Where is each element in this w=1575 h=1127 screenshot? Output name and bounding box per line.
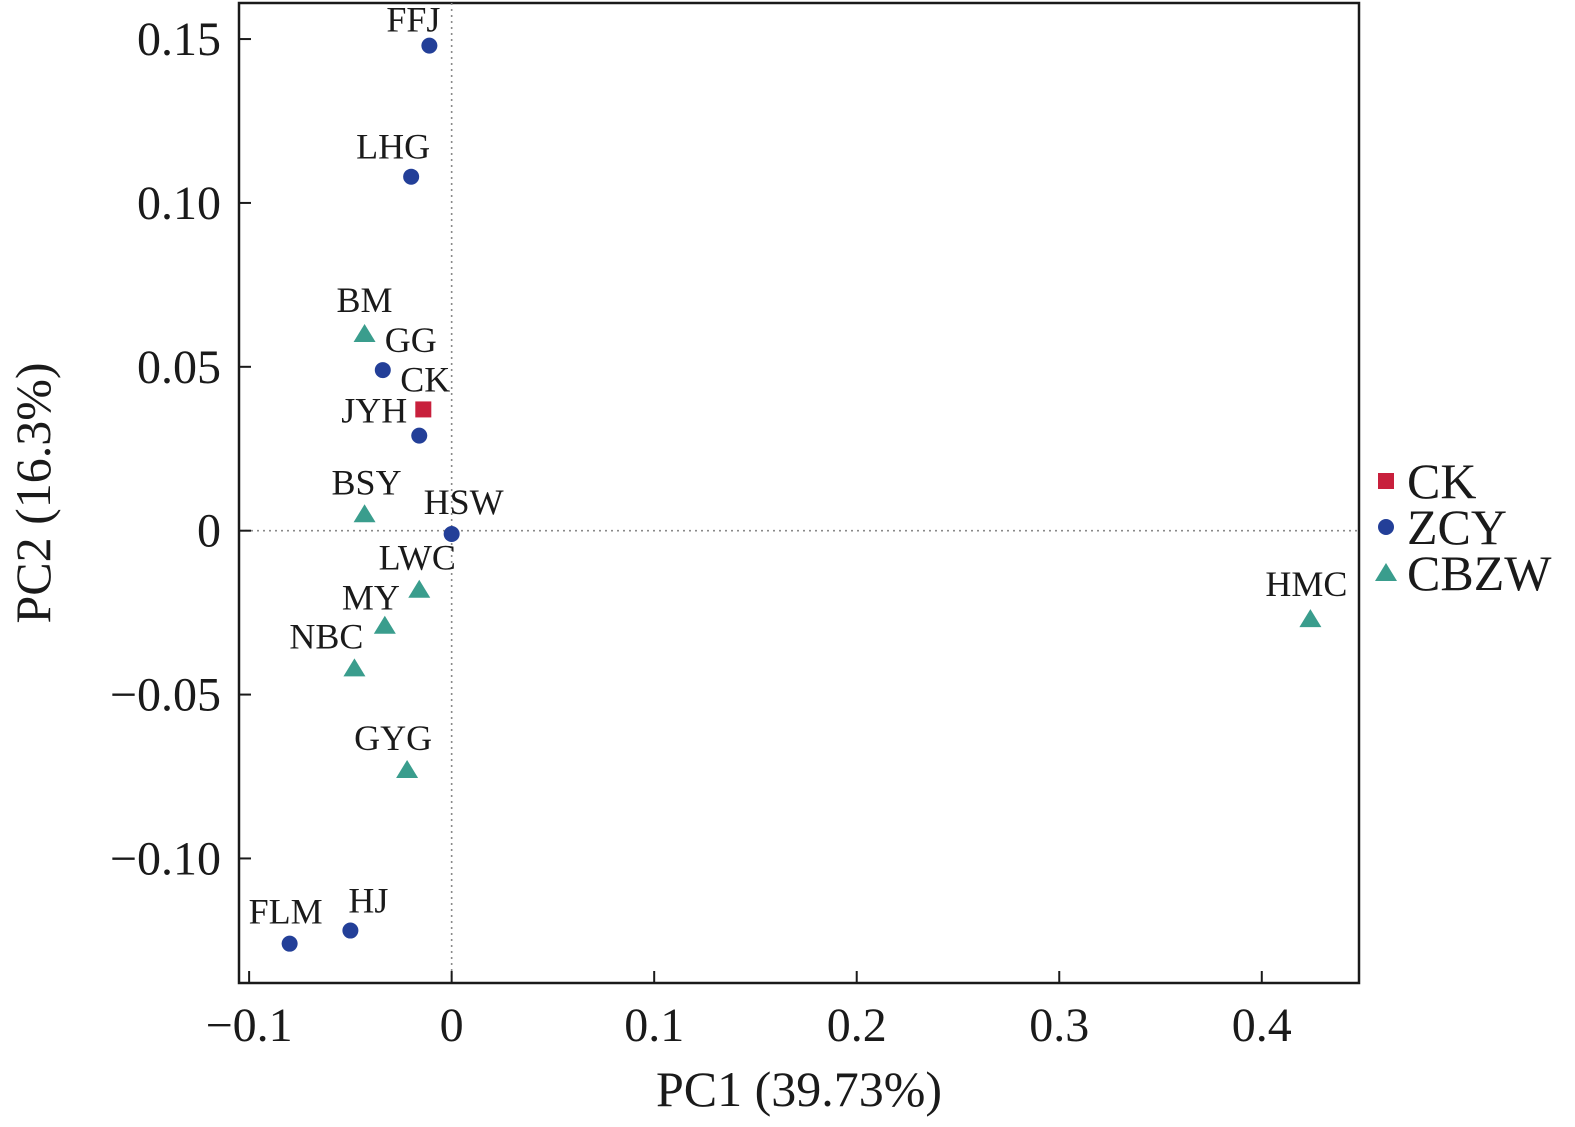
point-marker — [443, 525, 460, 542]
legend-label: ZCY — [1407, 499, 1507, 555]
point-label: HJ — [348, 881, 388, 921]
y-tick-label: −0.05 — [110, 669, 221, 722]
point-marker — [343, 658, 366, 677]
point-label: NBC — [289, 616, 363, 656]
data-point: FLM — [249, 892, 323, 952]
point-marker — [396, 759, 419, 778]
data-point: CK — [400, 359, 450, 418]
data-point: BM — [337, 280, 393, 343]
point-marker — [353, 324, 376, 343]
x-tick-label: 0.4 — [1232, 999, 1292, 1052]
x-tick-label: 0 — [440, 999, 464, 1052]
point-marker — [281, 935, 298, 952]
data-point: LWC — [379, 538, 456, 598]
point-marker — [411, 427, 428, 444]
point-label: FLM — [249, 892, 323, 932]
data-point: LHG — [356, 127, 430, 185]
point-label: BM — [337, 280, 393, 320]
y-tick-label: 0.10 — [137, 177, 221, 230]
data-point: HMC — [1265, 564, 1347, 628]
point-marker — [403, 168, 420, 185]
legend-marker — [1378, 473, 1394, 489]
point-label: CK — [400, 359, 450, 399]
legend-item: ZCY — [1378, 499, 1507, 555]
point-marker — [342, 922, 359, 939]
point-label: BSY — [332, 462, 402, 502]
x-tick-label: 0.3 — [1029, 999, 1089, 1052]
legend-label: CBZW — [1407, 545, 1552, 601]
data-point: HJ — [342, 881, 388, 939]
x-axis-title: PC1 (39.73%) — [656, 1061, 942, 1117]
point-label: LHG — [356, 127, 430, 167]
legend-marker — [1378, 519, 1394, 535]
point-label: GG — [385, 320, 437, 360]
y-axis-title: PC2 (16.3%) — [5, 362, 61, 623]
x-tick-label: 0.1 — [624, 999, 684, 1052]
point-label: FFJ — [386, 0, 440, 40]
point-label: MY — [342, 578, 400, 618]
y-tick-label: 0 — [197, 505, 221, 558]
data-point: JYH — [341, 391, 428, 444]
point-marker — [373, 615, 396, 634]
data-point: GYG — [354, 718, 432, 778]
point-label: LWC — [379, 538, 456, 578]
plot-frame — [237, 1, 1361, 985]
y-tick-label: −0.10 — [110, 832, 221, 885]
x-tick-label: 0.2 — [827, 999, 887, 1052]
point-label: GYG — [354, 718, 432, 758]
point-marker — [1299, 609, 1322, 628]
reference-lines — [239, 3, 1359, 983]
point-label: HSW — [424, 482, 504, 522]
y-axis: 0.15 0.10 0.05 0 −0.05 −0.10 — [110, 13, 251, 885]
point-marker — [353, 504, 376, 523]
data-point: BSY — [332, 462, 402, 523]
y-tick-label: 0.05 — [137, 341, 221, 394]
x-tick-label: −0.1 — [206, 999, 293, 1052]
data-point: HSW — [424, 482, 504, 542]
legend-label: CK — [1407, 453, 1476, 509]
legend-item: CBZW — [1375, 545, 1552, 601]
point-marker — [374, 362, 391, 379]
point-marker — [421, 37, 438, 54]
data-point: NBC — [289, 616, 366, 677]
y-tick-label: 0.15 — [137, 13, 221, 66]
point-label: HMC — [1265, 564, 1347, 604]
point-label: JYH — [341, 391, 407, 431]
data-point: FFJ — [386, 0, 440, 54]
point-marker — [415, 401, 432, 418]
x-axis: −0.1 0 0.1 0.2 0.3 0.4 — [206, 971, 1292, 1052]
data-point: MY — [342, 578, 400, 634]
legend-marker — [1375, 563, 1397, 581]
legend-item: CK — [1378, 453, 1476, 509]
point-marker — [408, 579, 431, 598]
data-point: GG — [374, 320, 437, 379]
